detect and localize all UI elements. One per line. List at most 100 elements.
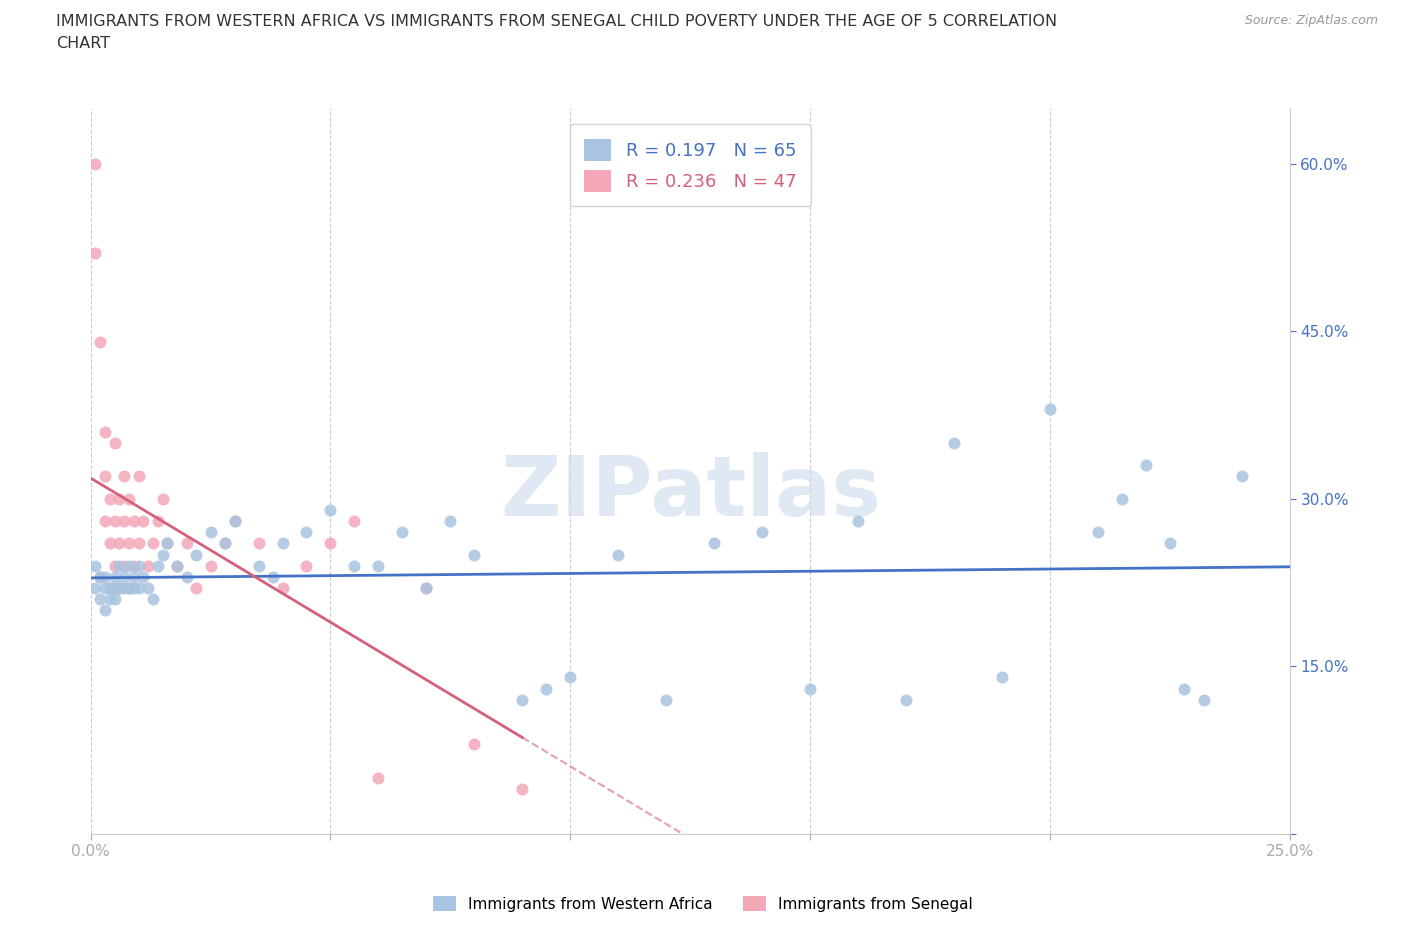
Point [214,536,236,551]
Point [1111,491,1133,506]
Point [415,580,437,595]
Point [846,513,869,528]
Point [186,580,208,595]
Point [607,547,630,562]
Point [104,558,127,573]
Point [463,547,485,562]
Point [262,569,284,584]
Point [89,591,111,606]
Point [536,681,558,696]
Point [1087,525,1109,539]
Point [84,156,107,171]
Point [122,580,145,595]
Point [118,491,141,506]
Point [703,536,725,551]
Point [166,558,188,573]
Point [108,580,131,595]
Legend: R = 0.197   N = 65, R = 0.236   N = 47: R = 0.197 N = 65, R = 0.236 N = 47 [569,125,811,206]
Point [943,435,966,450]
Point [104,435,127,450]
Point [146,558,169,573]
Point [156,536,179,551]
Point [94,424,117,439]
Point [104,513,127,528]
Point [1039,402,1062,417]
Point [136,558,159,573]
Point [152,547,174,562]
Point [122,569,145,584]
Point [89,335,111,350]
Point [108,536,131,551]
Text: ZIPatlas: ZIPatlas [499,452,880,533]
Point [84,246,107,260]
Point [152,491,174,506]
Point [94,603,117,618]
Legend: Immigrants from Western Africa, Immigrants from Senegal: Immigrants from Western Africa, Immigran… [427,889,979,918]
Point [512,782,534,797]
Point [118,580,141,595]
Point [1135,458,1157,472]
Point [122,513,145,528]
Point [89,569,111,584]
Point [128,558,150,573]
Point [295,525,318,539]
Point [224,513,246,528]
Point [112,469,135,484]
Point [1159,536,1181,551]
Point [224,513,246,528]
Point [104,580,127,595]
Point [1230,469,1253,484]
Point [415,580,437,595]
Point [94,580,117,595]
Point [118,536,141,551]
Point [560,670,582,684]
Point [176,569,198,584]
Point [98,591,121,606]
Point [894,692,917,707]
Point [108,491,131,506]
Point [108,558,131,573]
Point [112,558,135,573]
Point [118,580,141,595]
Point [799,681,821,696]
Point [156,536,179,551]
Point [94,569,117,584]
Point [112,580,135,595]
Point [186,547,208,562]
Point [128,536,150,551]
Point [271,536,294,551]
Point [98,580,121,595]
Point [132,513,155,528]
Point [84,558,107,573]
Point [112,513,135,528]
Point [247,558,270,573]
Point [176,536,198,551]
Point [319,502,342,517]
Point [200,525,222,539]
Point [146,513,169,528]
Point [343,513,366,528]
Point [439,513,461,528]
Point [271,580,294,595]
Point [104,591,127,606]
Point [319,536,342,551]
Point [991,670,1014,684]
Point [108,580,131,595]
Point [84,580,107,595]
Point [118,558,141,573]
Point [214,536,236,551]
Point [112,569,135,584]
Point [655,692,678,707]
Point [104,569,127,584]
Point [128,469,150,484]
Point [247,536,270,551]
Point [98,580,121,595]
Text: IMMIGRANTS FROM WESTERN AFRICA VS IMMIGRANTS FROM SENEGAL CHILD POVERTY UNDER TH: IMMIGRANTS FROM WESTERN AFRICA VS IMMIGR… [56,14,1057,51]
Point [128,580,150,595]
Point [751,525,773,539]
Point [367,558,389,573]
Point [367,771,389,786]
Point [132,569,155,584]
Point [89,569,111,584]
Point [98,536,121,551]
